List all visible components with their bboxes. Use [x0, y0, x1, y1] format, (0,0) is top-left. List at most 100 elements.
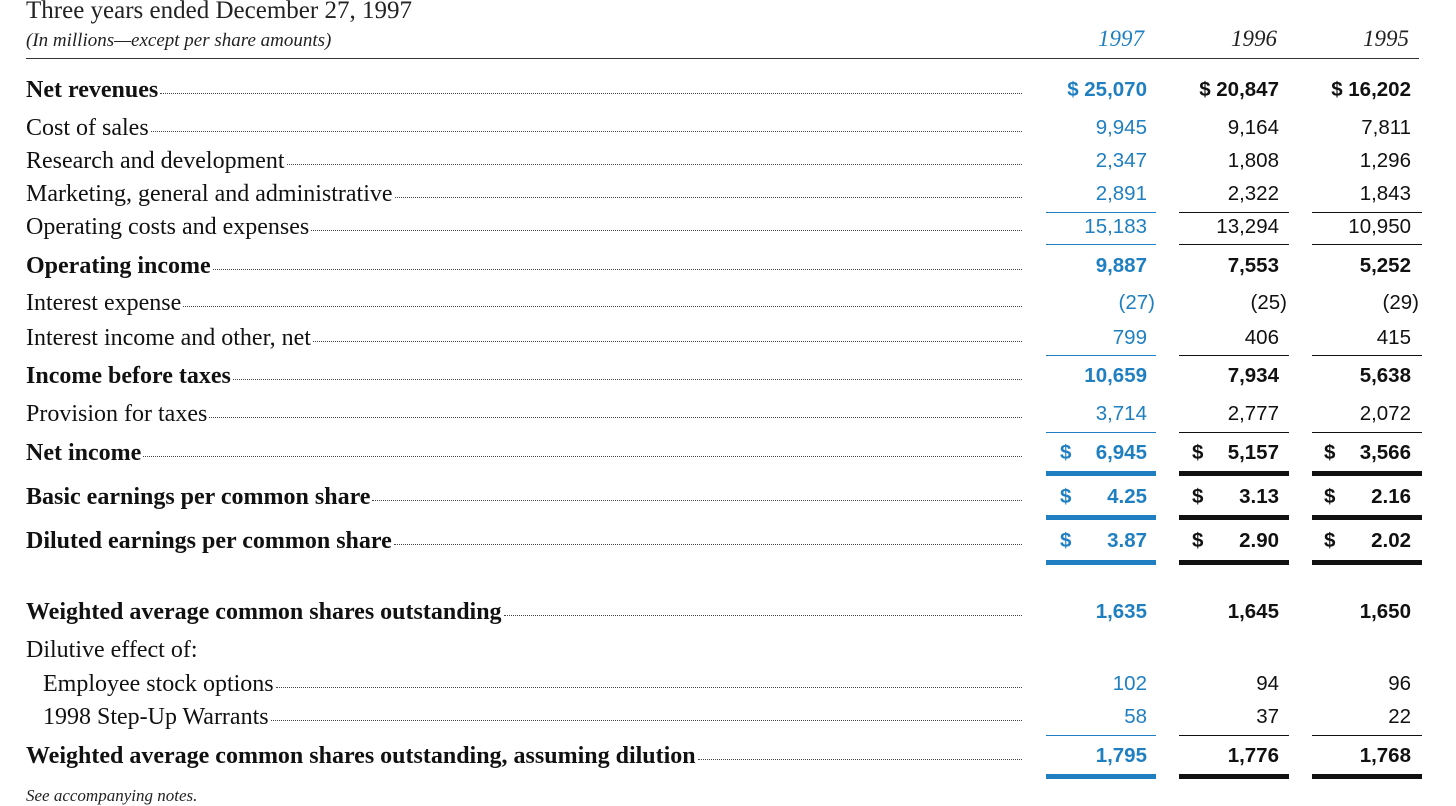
- subtotal-rule: [1179, 212, 1289, 213]
- value-1997: 102: [1112, 672, 1147, 695]
- row-label: Income before taxes: [26, 363, 231, 389]
- row-label: Cost of sales: [26, 115, 149, 141]
- value-1995: $ 16,202: [1331, 78, 1411, 101]
- value-1997: $3.87: [1039, 526, 1147, 556]
- table-row-diluted-eps: Diluted earnings per common share $3.87 …: [26, 526, 1421, 556]
- subtotal-rule: [1179, 355, 1289, 356]
- row-label: Research and development: [26, 148, 285, 174]
- value-1996: 2,777: [1227, 402, 1279, 425]
- value-1997: $ 25,070: [1067, 78, 1147, 101]
- value-1997: 1,635: [1095, 600, 1147, 623]
- table-row-cost-of-sales: Cost of sales 9,945 9,164 7,811: [26, 113, 1421, 143]
- row-label: Interest income and other, net: [26, 325, 311, 351]
- value-1997: 799: [1112, 326, 1147, 349]
- row-label: Marketing, general and administrative: [26, 181, 393, 207]
- value-1995: $2.02: [1303, 526, 1411, 556]
- value-1996: 94: [1256, 672, 1279, 695]
- total-rule: [1179, 774, 1289, 779]
- value-1997: 1,795: [1095, 744, 1147, 767]
- value-1995: $2.16: [1303, 482, 1411, 512]
- table-row-dilutive-effect-heading: Dilutive effect of:: [26, 635, 1421, 665]
- value-1996: 37: [1256, 705, 1279, 728]
- value-1996: 1,808: [1227, 149, 1279, 172]
- currency-symbol: $: [1324, 529, 1336, 552]
- table-row-net-revenues: Net revenues $ 25,070 $ 20,847 $ 16,202: [26, 75, 1421, 105]
- subtotal-rule: [1179, 244, 1289, 245]
- row-label: Weighted average common shares outstandi…: [26, 599, 502, 625]
- subtotal-rule: [1046, 212, 1156, 213]
- subtotal-rule: [1046, 735, 1156, 736]
- value-1996: $3.13: [1171, 482, 1279, 512]
- subtotal-rule: [1312, 432, 1422, 433]
- currency-symbol: $: [1060, 441, 1072, 464]
- currency-symbol: $: [1060, 485, 1072, 508]
- value-1995: 1,650: [1359, 600, 1411, 623]
- year-header-1995: 1995: [1363, 26, 1409, 51]
- subtotal-rule: [1046, 355, 1156, 356]
- table-row-operating-costs: Operating costs and expenses 15,183 13,2…: [26, 212, 1421, 242]
- statement-subtitle: (In millions—except per share amounts): [26, 30, 332, 51]
- value-1995: 7,811: [1361, 116, 1411, 139]
- value-1997: $6,945: [1039, 438, 1147, 468]
- table-row-research-development: Research and development 2,347 1,808 1,2…: [26, 146, 1421, 176]
- subtotal-rule: [1312, 735, 1422, 736]
- value-1995: 96: [1388, 672, 1411, 695]
- value-1996: 1,776: [1227, 744, 1279, 767]
- value-1997: 3,714: [1095, 402, 1147, 425]
- total-rule: [1046, 560, 1156, 565]
- currency-symbol: $: [1192, 441, 1204, 464]
- table-row-interest-income: Interest income and other, net 799 406 4…: [26, 323, 1421, 353]
- total-rule: [1312, 515, 1422, 520]
- subtotal-rule: [1179, 735, 1289, 736]
- total-rule: [1312, 774, 1422, 779]
- value-1997: 2,891: [1095, 182, 1147, 205]
- total-rule: [1312, 560, 1422, 565]
- total-rule: [1179, 515, 1289, 520]
- value-1997: 9,945: [1095, 116, 1147, 139]
- subtotal-rule: [1179, 432, 1289, 433]
- value-1995: 5,638: [1359, 364, 1411, 387]
- table-row-weighted-average-diluted: Weighted average common shares outstandi…: [26, 741, 1421, 771]
- value-1995: 1,768: [1359, 744, 1411, 767]
- value-1997: 10,659: [1084, 364, 1147, 387]
- year-header-1997: 1997: [1098, 26, 1144, 51]
- value-1995: 415: [1376, 326, 1411, 349]
- value-1995: 22: [1388, 705, 1411, 728]
- value-1995: 10,950: [1348, 215, 1411, 238]
- value-1997: 2,347: [1095, 149, 1147, 172]
- row-label: Employee stock options: [43, 671, 274, 697]
- currency-symbol: $: [1324, 485, 1336, 508]
- table-row-employee-stock-options: Employee stock options 102 94 96: [26, 669, 1421, 699]
- year-header-1996: 1996: [1231, 26, 1277, 51]
- currency-symbol: $: [1192, 529, 1204, 552]
- table-row-net-income: Net income $6,945 $5,157 $3,566: [26, 438, 1421, 468]
- value-1997: 58: [1124, 705, 1147, 728]
- footnote: See accompanying notes.: [26, 786, 198, 805]
- value-1995: 1,843: [1359, 182, 1411, 205]
- value-1995: 2,072: [1359, 402, 1411, 425]
- table-row-income-before-taxes: Income before taxes 10,659 7,934 5,638: [26, 361, 1421, 391]
- currency-symbol: $: [1324, 441, 1336, 464]
- subtotal-rule: [1312, 244, 1422, 245]
- table-row-weighted-average-shares: Weighted average common shares outstandi…: [26, 597, 1421, 627]
- subtotal-rule: [1046, 244, 1156, 245]
- subtotal-rule: [1046, 432, 1156, 433]
- value-1997: 15,183: [1084, 215, 1147, 238]
- value-1996: 7,934: [1227, 364, 1279, 387]
- value-1997: (27): [1118, 291, 1155, 314]
- value-1995: (29): [1382, 291, 1419, 314]
- value-1997: 9,887: [1095, 254, 1147, 277]
- value-1996: 9,164: [1227, 116, 1279, 139]
- table-row-marketing: Marketing, general and administrative 2,…: [26, 179, 1421, 209]
- statement-title: Three years ended December 27, 1997: [26, 0, 412, 24]
- table-row-basic-eps: Basic earnings per common share $4.25 $3…: [26, 482, 1421, 512]
- value-1996: 7,553: [1227, 254, 1279, 277]
- value-1996: 2,322: [1227, 182, 1279, 205]
- value-1995: $3,566: [1303, 438, 1411, 468]
- value-1996: 1,645: [1227, 600, 1279, 623]
- table-row-operating-income: Operating income 9,887 7,553 5,252: [26, 251, 1421, 281]
- subtotal-rule: [1312, 355, 1422, 356]
- row-label: Interest expense: [26, 290, 182, 316]
- row-label: Basic earnings per common share: [26, 484, 371, 510]
- value-1995: 5,252: [1359, 254, 1411, 277]
